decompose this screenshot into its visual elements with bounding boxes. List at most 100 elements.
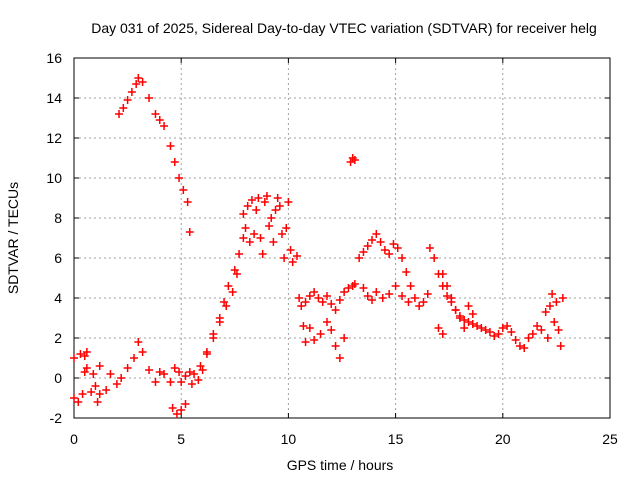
data-point (438, 330, 447, 338)
data-point (378, 294, 387, 302)
data-point (87, 388, 96, 396)
data-point (477, 324, 486, 332)
data-point (93, 398, 102, 406)
data-point (402, 268, 411, 276)
data-point (455, 314, 464, 322)
x-tick-label: 20 (495, 431, 511, 447)
data-point (196, 362, 205, 370)
y-tick-label: 14 (46, 90, 62, 106)
data-point (511, 336, 520, 344)
data-point (503, 322, 512, 330)
data-point (95, 390, 104, 398)
data-point (327, 300, 336, 308)
data-point (260, 198, 269, 206)
data-point (438, 270, 447, 278)
y-tick-label: 12 (46, 130, 62, 146)
data-point (284, 198, 293, 206)
data-point (89, 370, 98, 378)
data-point (282, 224, 291, 232)
y-tick-label: 4 (54, 290, 62, 306)
data-point (209, 334, 218, 342)
data-point (327, 326, 336, 334)
data-point (372, 230, 381, 238)
data-point (468, 320, 477, 328)
data-point (425, 244, 434, 252)
data-point (363, 292, 372, 300)
data-point (166, 378, 175, 386)
x-tick-label: 5 (177, 431, 185, 447)
data-point (202, 348, 211, 356)
data-point (286, 246, 295, 254)
data-point (355, 254, 364, 262)
data-point (398, 292, 407, 300)
data-point (239, 234, 248, 242)
data-point (335, 354, 344, 362)
data-point (123, 364, 132, 372)
data-point (155, 368, 164, 376)
data-point (275, 202, 284, 210)
data-point (301, 338, 310, 346)
data-point (134, 74, 143, 82)
data-point (288, 258, 297, 266)
data-point (305, 292, 314, 300)
x-tick-label: 0 (70, 431, 78, 447)
data-point (181, 400, 190, 408)
data-point (273, 194, 282, 202)
data-point (70, 354, 78, 362)
data-point (419, 298, 428, 306)
data-point (119, 104, 128, 112)
data-point (138, 78, 147, 86)
data-point (545, 302, 554, 310)
data-point (130, 354, 139, 362)
x-tick-label: 25 (602, 431, 618, 447)
data-point (134, 338, 143, 346)
data-point (344, 284, 353, 292)
data-point (447, 294, 456, 302)
data-point (368, 236, 377, 244)
data-point (106, 370, 115, 378)
data-point (385, 290, 394, 298)
data-point (316, 330, 325, 338)
data-point (177, 406, 186, 414)
data-point (340, 334, 349, 342)
data-point (404, 298, 413, 306)
data-point (160, 370, 169, 378)
data-point (423, 290, 432, 298)
y-tick-label: -2 (50, 410, 63, 426)
data-point (543, 334, 552, 342)
y-tick-label: 6 (54, 250, 62, 266)
data-point (380, 246, 389, 254)
data-point (151, 378, 160, 386)
data-point (335, 296, 344, 304)
data-point (350, 156, 359, 164)
data-point (406, 282, 415, 290)
data-point (228, 288, 237, 296)
data-point (331, 306, 340, 314)
data-point (515, 342, 524, 350)
data-point (262, 192, 271, 200)
data-point (138, 348, 147, 356)
data-point (190, 370, 199, 378)
data-point (271, 206, 280, 214)
data-point (460, 316, 469, 324)
data-point (215, 318, 224, 326)
data-point (385, 250, 394, 258)
data-point (318, 298, 327, 306)
data-point (252, 206, 261, 214)
data-point (127, 88, 136, 96)
data-point (115, 110, 124, 118)
data-point (552, 298, 561, 306)
data-point (292, 252, 301, 260)
data-point (145, 366, 154, 374)
data-point (175, 174, 184, 182)
data-point (177, 378, 186, 386)
x-tick-label: 10 (281, 431, 297, 447)
data-point (82, 348, 91, 356)
data-point (301, 298, 310, 306)
data-point (78, 390, 87, 398)
y-tick-label: 10 (46, 170, 62, 186)
data-point (185, 228, 194, 236)
data-point (70, 394, 78, 402)
data-point (541, 308, 550, 316)
